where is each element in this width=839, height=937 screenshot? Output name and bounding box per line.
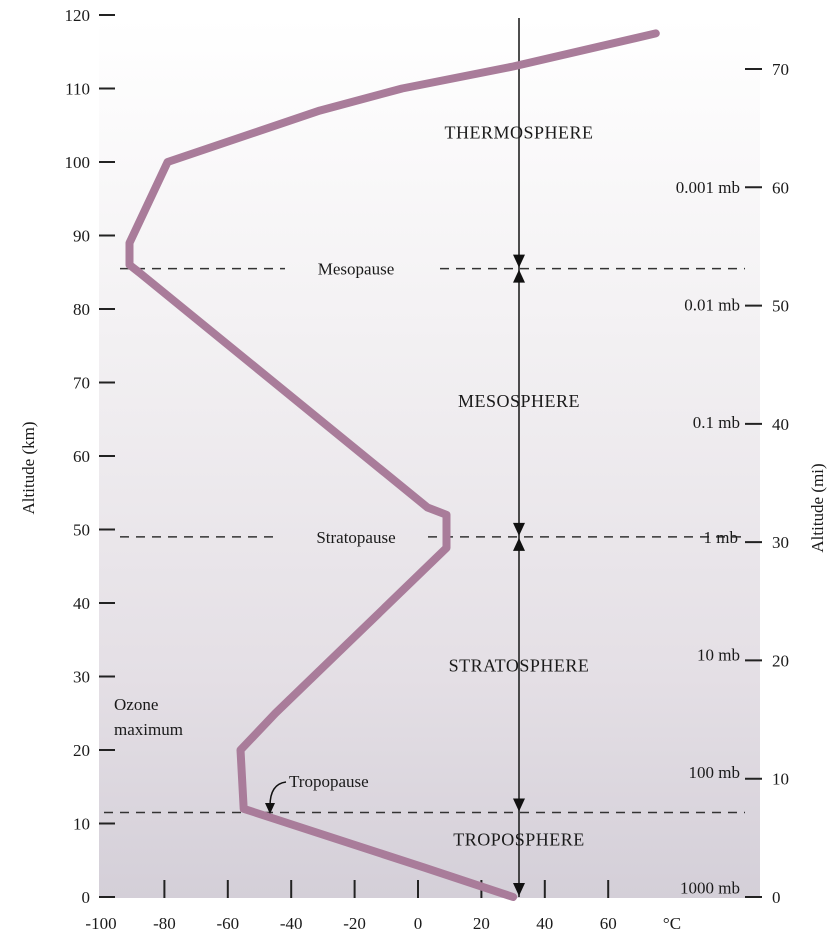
left-tick-label: 70	[73, 374, 90, 393]
bottom-tick-label: 40	[536, 914, 553, 933]
layer-label: TROPOSPHERE	[453, 830, 585, 850]
left-tick-label: 0	[82, 888, 91, 907]
bottom-tick-label: -100	[85, 914, 116, 933]
arrow-down	[513, 798, 525, 812]
layer-label: THERMOSPHERE	[444, 123, 593, 143]
left-tick-label: 40	[73, 594, 90, 613]
pressure-label: 100 mb	[689, 763, 740, 782]
tropopause-label: Tropopause	[289, 772, 369, 791]
boundary-label: Mesopause	[318, 260, 394, 279]
right-tick-label: 50	[772, 297, 789, 316]
boundary-label: Stratopause	[316, 528, 395, 547]
left-tick-label: 80	[73, 300, 90, 319]
pressure-label: 10 mb	[697, 645, 740, 664]
left-tick-label: 90	[73, 227, 90, 246]
bottom-tick-label: -40	[280, 914, 303, 933]
left-tick-label: 110	[65, 80, 90, 99]
temperature-curve	[125, 29, 660, 901]
pressure-label: 0.001 mb	[676, 178, 740, 197]
arrow-down	[513, 254, 525, 268]
right-tick-label: 40	[772, 415, 789, 434]
ozone-label-line2: maximum	[114, 720, 183, 739]
pressure-label: 1000 mb	[680, 878, 740, 897]
left-tick-label: 60	[73, 447, 90, 466]
bottom-tick-label: 60	[600, 914, 617, 933]
right-tick-label: 70	[772, 60, 789, 79]
left-tick-label: 120	[65, 6, 91, 25]
right-tick-label: 30	[772, 533, 789, 552]
arrow-down	[513, 522, 525, 536]
pressure-label: 0.01 mb	[684, 296, 740, 315]
ozone-label-line1: Ozone	[114, 695, 158, 714]
pressure-label: 0.1 mb	[693, 413, 740, 432]
tropopause-arrow	[269, 781, 287, 807]
left-tick-label: 10	[73, 815, 90, 834]
tropopause-arrowhead	[265, 803, 275, 814]
plot-background	[99, 18, 760, 898]
bottom-tick-label: 20	[473, 914, 490, 933]
left-tick-label: 20	[73, 741, 90, 760]
arrow-down	[513, 883, 525, 896]
right-axis-title: Altitude (mi)	[808, 463, 827, 552]
pressure-label: 1 mb	[704, 528, 738, 547]
arrow-up	[513, 269, 525, 283]
right-tick-label: 0	[772, 888, 781, 907]
left-tick-label: 50	[73, 521, 90, 540]
left-tick-label: 100	[65, 153, 91, 172]
bottom-tick-label: -20	[343, 914, 366, 933]
layer-label: MESOSPHERE	[458, 391, 580, 411]
arrow-up	[513, 537, 525, 551]
right-tick-label: 60	[772, 178, 789, 197]
left-tick-label: 30	[73, 668, 90, 687]
right-tick-label: 20	[772, 651, 789, 670]
bottom-tick-label: -60	[216, 914, 239, 933]
left-axis-title: Altitude (km)	[19, 421, 38, 514]
bottom-tick-label: -80	[153, 914, 176, 933]
bottom-tick-label: 0	[414, 914, 423, 933]
right-tick-label: 10	[772, 770, 789, 789]
layer-label: STRATOSPHERE	[449, 655, 590, 675]
x-unit-label: °C	[663, 914, 681, 933]
